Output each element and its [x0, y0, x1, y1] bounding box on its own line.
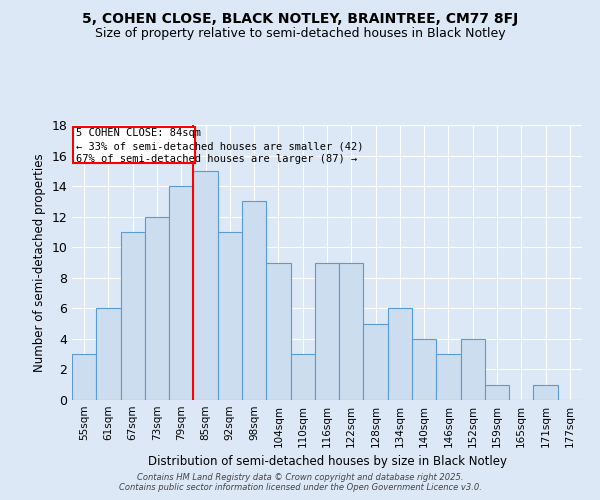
Bar — [533, 384, 558, 400]
Bar — [266, 262, 290, 400]
Bar — [121, 232, 145, 400]
Bar — [364, 324, 388, 400]
Bar — [461, 339, 485, 400]
Bar — [193, 171, 218, 400]
Bar — [218, 232, 242, 400]
X-axis label: Distribution of semi-detached houses by size in Black Notley: Distribution of semi-detached houses by … — [148, 456, 506, 468]
Bar — [145, 216, 169, 400]
Bar — [436, 354, 461, 400]
Bar — [242, 202, 266, 400]
Y-axis label: Number of semi-detached properties: Number of semi-detached properties — [33, 153, 46, 372]
Bar — [96, 308, 121, 400]
Bar — [73, 128, 194, 163]
Text: 5 COHEN CLOSE: 84sqm
← 33% of semi-detached houses are smaller (42)
67% of semi-: 5 COHEN CLOSE: 84sqm ← 33% of semi-detac… — [76, 128, 363, 164]
Bar — [339, 262, 364, 400]
Text: Size of property relative to semi-detached houses in Black Notley: Size of property relative to semi-detach… — [95, 28, 505, 40]
Bar — [72, 354, 96, 400]
Bar — [315, 262, 339, 400]
Bar — [412, 339, 436, 400]
Bar — [169, 186, 193, 400]
Text: 5, COHEN CLOSE, BLACK NOTLEY, BRAINTREE, CM77 8FJ: 5, COHEN CLOSE, BLACK NOTLEY, BRAINTREE,… — [82, 12, 518, 26]
Text: Contains HM Land Registry data © Crown copyright and database right 2025.
Contai: Contains HM Land Registry data © Crown c… — [119, 473, 481, 492]
Bar — [290, 354, 315, 400]
Bar — [388, 308, 412, 400]
Bar — [485, 384, 509, 400]
